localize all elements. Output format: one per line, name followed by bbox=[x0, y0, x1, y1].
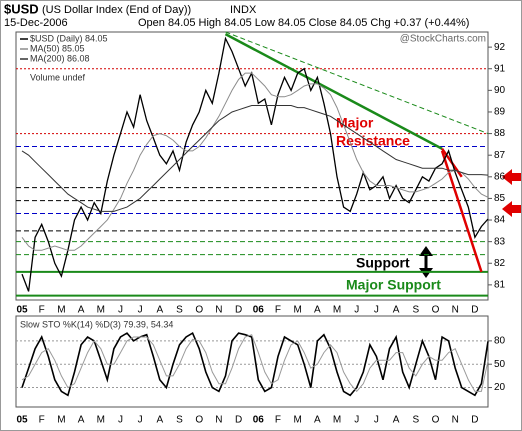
exchange: INDX bbox=[230, 4, 257, 16]
date: 15-Dec-2006 bbox=[4, 17, 68, 29]
y-tick-label: 84 bbox=[494, 215, 506, 226]
x-tick-label: A bbox=[314, 305, 321, 316]
x-tick-label: D bbox=[471, 415, 478, 426]
x-tick-label: 06 bbox=[253, 305, 265, 316]
y-tick-label: 20 bbox=[494, 382, 506, 393]
x-tick-label: N bbox=[215, 415, 222, 426]
x-tick-label: J bbox=[118, 415, 123, 426]
y-tick-label: 81 bbox=[494, 280, 506, 291]
trendline bbox=[224, 33, 443, 150]
x-tick-label: F bbox=[275, 415, 281, 426]
trendline bbox=[440, 150, 483, 273]
y-tick-label: 90 bbox=[494, 85, 506, 96]
annotation: Resistance bbox=[336, 133, 410, 149]
x-tick-label: 05 bbox=[16, 305, 28, 316]
x-tick-label: S bbox=[176, 415, 183, 426]
x-tick-label: M bbox=[97, 305, 105, 316]
x-tick-label: D bbox=[235, 415, 242, 426]
x-tick-label: A bbox=[78, 305, 85, 316]
x-tick-label: J bbox=[138, 305, 143, 316]
support-arrow bbox=[419, 246, 433, 278]
x-tick-label: 05 bbox=[16, 415, 28, 426]
y-tick-label: 89 bbox=[494, 107, 506, 118]
x-tick-label: M bbox=[333, 305, 341, 316]
y-tick-label: 86 bbox=[494, 171, 506, 182]
credit: @StockCharts.com bbox=[400, 34, 486, 45]
instrument-name: (US Dollar Index (End of Day)) bbox=[42, 4, 191, 16]
panel-title: Slow STO %K(14) %D(3) 79.39, 54.34 bbox=[20, 319, 173, 329]
y-tick-label: 80 bbox=[494, 336, 506, 347]
series-line bbox=[21, 72, 489, 251]
x-tick-label: N bbox=[215, 305, 222, 316]
legend-note: Volume undef bbox=[30, 72, 86, 82]
annotation: Support bbox=[356, 255, 410, 271]
y-tick-label: 92 bbox=[494, 42, 506, 53]
x-tick-label: A bbox=[393, 415, 400, 426]
x-tick-label: S bbox=[176, 305, 183, 316]
y-tick-label: 83 bbox=[494, 236, 506, 247]
x-tick-label: M bbox=[293, 305, 301, 316]
x-tick-label: 06 bbox=[253, 415, 265, 426]
symbol: $USD bbox=[4, 1, 39, 16]
x-tick-label: A bbox=[156, 305, 163, 316]
x-tick-label: A bbox=[78, 415, 85, 426]
legend-label: $USD (Daily) 84.05 bbox=[30, 33, 108, 43]
x-tick-label: A bbox=[314, 415, 321, 426]
trendline bbox=[225, 31, 489, 135]
x-tick-label: F bbox=[39, 305, 45, 316]
series-line bbox=[21, 36, 489, 292]
x-tick-label: J bbox=[374, 415, 379, 426]
x-tick-label: S bbox=[412, 415, 419, 426]
x-tick-label: M bbox=[97, 415, 105, 426]
x-tick-label: N bbox=[452, 305, 459, 316]
x-tick-label: A bbox=[393, 305, 400, 316]
annotation: Major bbox=[336, 115, 374, 131]
x-tick-label: O bbox=[195, 415, 203, 426]
annotation: Major Support bbox=[346, 277, 441, 293]
x-tick-label: J bbox=[118, 305, 123, 316]
y-tick-label: 85 bbox=[494, 193, 506, 204]
x-tick-label: A bbox=[156, 415, 163, 426]
level-arrow bbox=[502, 201, 521, 217]
x-tick-label: M bbox=[333, 415, 341, 426]
x-tick-label: J bbox=[354, 415, 359, 426]
x-tick-label: S bbox=[412, 305, 419, 316]
stoch-panel bbox=[15, 315, 489, 408]
x-tick-label: O bbox=[195, 305, 203, 316]
x-tick-label: F bbox=[275, 305, 281, 316]
y-tick-label: 50 bbox=[494, 359, 506, 370]
x-tick-label: O bbox=[432, 305, 440, 316]
level-arrow bbox=[502, 169, 521, 185]
x-tick-label: M bbox=[293, 415, 301, 426]
y-tick-label: 91 bbox=[494, 63, 506, 74]
legend-label: MA(200) 86.08 bbox=[30, 53, 90, 63]
x-tick-label: J bbox=[354, 305, 359, 316]
x-tick-label: O bbox=[432, 415, 440, 426]
x-tick-label: M bbox=[57, 305, 65, 316]
y-tick-label: 88 bbox=[494, 128, 506, 139]
y-tick-label: 87 bbox=[494, 150, 506, 161]
x-tick-label: J bbox=[138, 415, 143, 426]
y-tick-label: 82 bbox=[494, 258, 506, 269]
x-tick-label: J bbox=[374, 305, 379, 316]
legend-label: MA(50) 85.05 bbox=[30, 43, 85, 53]
series-line bbox=[21, 334, 489, 393]
x-tick-label: N bbox=[452, 415, 459, 426]
x-tick-label: M bbox=[57, 415, 65, 426]
series-line bbox=[21, 331, 489, 397]
x-tick-label: D bbox=[471, 305, 478, 316]
x-tick-label: F bbox=[39, 415, 45, 426]
x-tick-label: D bbox=[235, 305, 242, 316]
series-line bbox=[21, 105, 489, 212]
ohlc: Open 84.05 High 84.05 Low 84.05 Close 84… bbox=[138, 17, 469, 29]
